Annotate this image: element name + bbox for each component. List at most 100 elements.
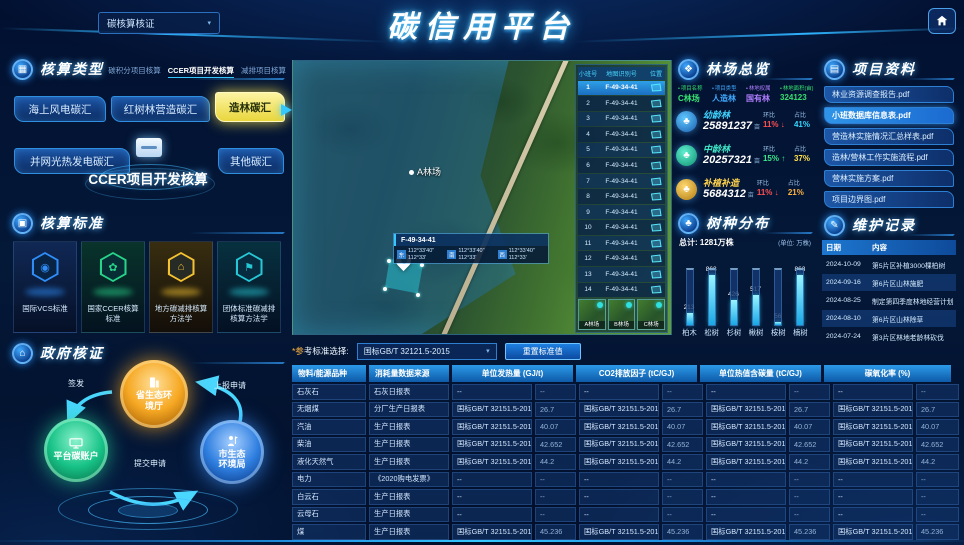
standard-select[interactable]: --	[706, 384, 786, 400]
material-name: 无烟煤	[292, 401, 366, 417]
document-link[interactable]: 营造林实施情况汇总样表.pdf	[824, 128, 954, 145]
standard-select[interactable]: 国标GB/T 32151.5-2015...	[706, 436, 786, 452]
forest-metrics: 环比 15% ↑ 占比 37%	[763, 147, 823, 164]
plot-row[interactable]: 12 F-49-34-41	[578, 251, 665, 266]
standard-card[interactable]: ⌂ 地方碳减排核算方法学	[149, 241, 213, 333]
module-select[interactable]: 碳核算核证 ▾	[98, 12, 220, 34]
standard-select[interactable]: 国标GB/T 32151.5-2015...	[833, 401, 913, 417]
coordinate-values: 112°33'40" 112°33'	[408, 248, 435, 261]
plot-row[interactable]: 5 F-49-34-41	[578, 142, 665, 158]
standard-select[interactable]: 国标GB/T 32151.5-2015...	[579, 524, 659, 540]
standard-select[interactable]: --	[833, 384, 913, 400]
standard-select[interactable]: 国标GB/T 32151.5-2015...	[706, 401, 786, 417]
plot-row[interactable]: 8 F-49-34-41	[578, 189, 665, 204]
standard-select[interactable]: 国标GB/T 32151.5-2015...	[452, 436, 532, 452]
plot-row[interactable]: 14 F-49-34-41	[578, 282, 665, 298]
standard-select[interactable]: 国标GB/T 32151.5-2015...	[579, 401, 659, 417]
standard-select[interactable]: 国标GB/T 32151.5-2015...	[706, 419, 786, 435]
plot-polygon-icon	[650, 99, 662, 108]
plot-code: F-49-34-41	[605, 208, 638, 216]
standard-select[interactable]: --	[833, 471, 913, 487]
standard-select[interactable]: --	[452, 489, 532, 505]
standard-select[interactable]: --	[452, 384, 532, 400]
type-button-afforestation[interactable]: 造林碳汇	[215, 92, 285, 122]
standard-select[interactable]: --	[579, 384, 659, 400]
thumbnail-label: B林场	[608, 321, 635, 330]
standard-select[interactable]: --	[706, 471, 786, 487]
bar-label: 杉树	[726, 328, 742, 337]
plot-row[interactable]: 2 F-49-34-41	[578, 96, 665, 111]
standard-select[interactable]: 国标GB/T 32151.5-2015...	[452, 454, 532, 470]
panel-project-documents: ▤ 项目资料 林业资源调查报告.pdf 小班数据库信息表.pdf 营造林实施情况…	[820, 56, 958, 208]
standard-select[interactable]: 国标GB/T 32151.5-2015...	[833, 436, 913, 452]
plot-row[interactable]: 9 F-49-34-41	[578, 204, 665, 220]
plot-row[interactable]: 10 F-49-34-41	[578, 220, 665, 235]
reset-standard-button[interactable]: 重置标准值	[504, 342, 581, 360]
standard-select[interactable]: 国标GB/T 32151.5-2015...	[452, 524, 532, 540]
standard-select[interactable]: --	[579, 471, 659, 487]
standard-select[interactable]: --	[833, 506, 913, 522]
tab-reduction-project[interactable]: 减排项目核算	[241, 66, 286, 75]
document-link[interactable]: 林业资源调查报告.pdf	[824, 86, 954, 103]
material-name: 电力	[292, 471, 366, 487]
tab-credit-project[interactable]: 碳积分项目核算	[108, 66, 161, 75]
co2-factor-value: 40.07	[662, 419, 703, 435]
plot-row[interactable]: 1 F-49-34-41	[578, 80, 665, 96]
standard-select[interactable]: --	[706, 506, 786, 522]
type-button-offshore-wind[interactable]: 海上风电碳汇	[14, 96, 106, 122]
standard-select[interactable]: --	[579, 506, 659, 522]
forest-satellite-map[interactable]: A林场 F-49-34-41 东 112°33'40" 112°33' 南 112…	[292, 60, 672, 335]
plot-code: F-49-34-41	[605, 193, 638, 201]
plot-row[interactable]: 13 F-49-34-41	[578, 266, 665, 282]
document-link[interactable]: 造林/营林工作实施流程.pdf	[824, 149, 954, 166]
status-dot	[656, 302, 663, 309]
plot-row[interactable]: 11 F-49-34-41	[578, 235, 665, 251]
standard-select[interactable]: 国标GB/T 32151.5-2015...	[706, 524, 786, 540]
tab-ccer-project[interactable]: CCER项目开发核算	[167, 65, 234, 78]
standard-select[interactable]: --	[452, 471, 532, 487]
stat-value: 人造林	[712, 94, 736, 103]
plot-row[interactable]: 6 F-49-34-41	[578, 158, 665, 173]
standard-select[interactable]: 国标GB/T 32151.5-2015...	[452, 419, 532, 435]
standard-select[interactable]: 国标GB/T 32151.5-2015...	[579, 436, 659, 452]
type-button-mangrove[interactable]: 红树林营造碳汇	[111, 96, 210, 122]
carbon-content-value: --	[789, 489, 830, 505]
thumbnail-farm-c[interactable]: C林场	[637, 299, 666, 331]
panel-title: 核算标准	[40, 215, 104, 231]
plot-row[interactable]: 3 F-49-34-41	[578, 111, 665, 127]
plot-no: 4	[586, 130, 590, 138]
plot-code: F-49-34-41	[605, 130, 638, 138]
plot-list-header: 小班号 地图识别号 位置	[578, 67, 665, 80]
standard-select[interactable]: --	[706, 489, 786, 505]
type-button-other[interactable]: 其他碳汇	[218, 148, 284, 174]
standard-select[interactable]: 国标GB/T 32151.5-2015...	[833, 524, 913, 540]
thumbnail-farm-a[interactable]: A林场	[578, 299, 606, 331]
standard-select[interactable]: --	[579, 489, 659, 505]
standard-select[interactable]: --	[833, 489, 913, 505]
document-link[interactable]: 小班数据库信息表.pdf	[824, 107, 954, 124]
forest-name: 中龄林	[703, 143, 731, 154]
standard-select[interactable]: --	[452, 506, 532, 522]
reference-standard-select[interactable]: 国标GB/T 32121.5-2015 ▾	[356, 342, 497, 360]
standard-select[interactable]: 国标GB/T 32151.5-2015...	[706, 454, 786, 470]
standard-glyph-icon: ⌂	[169, 254, 193, 280]
standard-card[interactable]: ✿ 国家CCER核算标准	[81, 241, 145, 333]
panel-title: 维护记录	[852, 217, 916, 233]
standard-select[interactable]: 国标GB/T 32151.5-2015...	[452, 401, 532, 417]
standard-select[interactable]: 国标GB/T 32151.5-2015...	[579, 454, 659, 470]
plot-row[interactable]: 4 F-49-34-41	[578, 127, 665, 142]
document-link[interactable]: 营林实施方案.pdf	[824, 170, 954, 187]
panel-header: ▦ 核算类型	[8, 56, 288, 82]
forest-area-value: 20257321 亩	[703, 153, 760, 166]
standard-card[interactable]: ◉ 国际VCS标准	[13, 241, 77, 333]
home-button[interactable]	[928, 8, 956, 34]
standard-card[interactable]: ⚑ 团体标准碳减排核算方法学	[217, 241, 281, 333]
standard-select[interactable]: 国标GB/T 32151.5-2015...	[833, 419, 913, 435]
plot-row[interactable]: 7 F-49-34-41	[578, 173, 665, 189]
standard-select[interactable]: 国标GB/T 32151.5-2015...	[579, 419, 659, 435]
thumbnail-farm-b[interactable]: B林场	[607, 299, 636, 331]
document-link[interactable]: 项目边界图.pdf	[824, 191, 954, 208]
node-platform-carbon-account: 平台碳账户	[44, 418, 108, 482]
standard-select[interactable]: 国标GB/T 32151.5-2015...	[833, 454, 913, 470]
standards-icon: ▣	[12, 212, 33, 234]
